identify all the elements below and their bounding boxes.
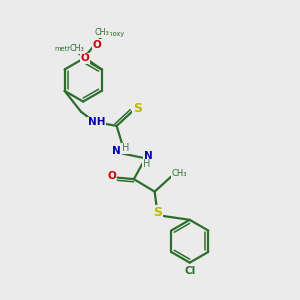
Text: Cl: Cl [184, 266, 195, 276]
Text: O: O [80, 53, 89, 63]
Text: S: S [153, 206, 162, 219]
Text: methoxy: methoxy [95, 32, 124, 38]
Text: H: H [142, 159, 150, 169]
Text: O: O [93, 40, 102, 50]
Text: CH₃: CH₃ [172, 169, 187, 178]
Text: N: N [112, 146, 120, 156]
Text: NH: NH [88, 117, 105, 127]
Text: methoxy: methoxy [54, 46, 84, 52]
Text: S: S [133, 102, 142, 115]
Text: N: N [144, 151, 152, 161]
Text: H: H [122, 143, 129, 153]
Text: O: O [107, 171, 116, 181]
Text: CH₃: CH₃ [95, 28, 110, 37]
Text: CH₃: CH₃ [70, 44, 85, 53]
